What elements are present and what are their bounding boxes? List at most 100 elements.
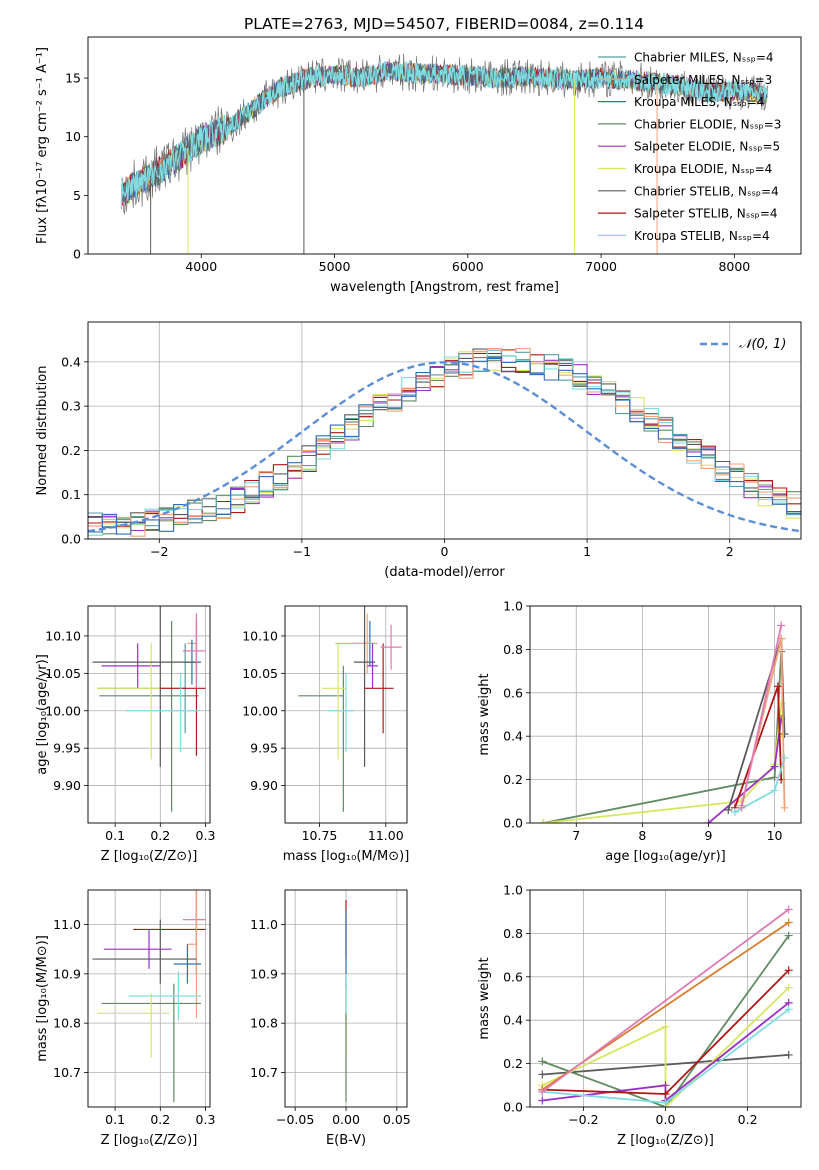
- y-tick-label: 1.0: [503, 883, 523, 898]
- histogram-series: [88, 357, 801, 535]
- legend-entry: Chabrier STELIB, Nₛₛₚ=4: [634, 184, 779, 198]
- plot-area: [88, 348, 801, 537]
- y-tick-label: 0.4: [503, 1013, 523, 1028]
- mass-weight-point: [704, 819, 713, 823]
- x-tick-label: 10.75: [302, 828, 338, 843]
- x-tick-label: 2: [726, 544, 734, 559]
- x-tick-label: 0.2: [150, 1112, 170, 1127]
- y-tick-label: 0.0: [503, 816, 523, 831]
- mass-weight-line: [541, 986, 790, 1107]
- x-tick-label: 0.1: [105, 828, 125, 843]
- y-tick-label: 1.0: [503, 599, 523, 614]
- mass-weight-point: [784, 1005, 793, 1014]
- plot-area: [538, 905, 793, 1107]
- legend-entry: Salpeter ELODIE, Nₛₛₚ=5: [634, 140, 780, 154]
- y-axis-label: mass [log₁₀(M/M⊙)]: [35, 935, 50, 1062]
- spectrum-panel: Chabrier MILES, Nₛₛₚ=4 Salpeter MILES, Nₛ…: [35, 36, 802, 295]
- x-tick-label: −1: [293, 544, 311, 559]
- y-tick-label: 10.8: [53, 1016, 81, 1031]
- x-tick-label: 0.05: [383, 1112, 411, 1127]
- mass-weight-point: [784, 905, 793, 914]
- x-axis-label: (data-model)/error: [384, 565, 505, 580]
- y-tick-label: 0.6: [503, 969, 523, 984]
- mass-weight-point: [777, 621, 786, 630]
- y-tick-label: 10.00: [242, 703, 278, 718]
- y-tick-label: 11.0: [250, 917, 278, 932]
- y-tick-label: 10.10: [242, 628, 278, 643]
- y-tick-label: 10.9: [53, 966, 81, 981]
- y-tick-label: 0.0: [61, 532, 81, 547]
- y-tick-label: 10.00: [45, 703, 81, 718]
- mass-weight-point: [737, 803, 746, 812]
- x-tick-label: 0.3: [196, 1112, 216, 1127]
- mass-weight-point: [770, 786, 779, 795]
- y-tick-label: 10.05: [242, 666, 278, 681]
- x-tick-label: 10: [767, 828, 783, 843]
- x-tick-label: −0.2: [568, 1112, 598, 1127]
- y-tick-label: 5: [73, 188, 81, 203]
- x-tick-label: 5000: [319, 259, 351, 274]
- y-tick-label: 15: [65, 71, 81, 86]
- y-tick-label: 10.10: [45, 628, 81, 643]
- mass-weight-point: [538, 1096, 547, 1105]
- mass-weight-point: [784, 983, 793, 992]
- x-tick-label: 11.00: [368, 828, 404, 843]
- mass-weight-line: [541, 908, 790, 1093]
- mass-vs-ebv-panel: −0.05 0.00 0.05 10.7 10.8 10.9 11.0 E(B-V): [250, 889, 411, 1148]
- x-tick-label: 0: [441, 544, 449, 559]
- y-tick-label: 0.4: [503, 729, 523, 744]
- y-axis-label: age [log₁₀(age/yr)]: [35, 654, 50, 775]
- y-tick-label: 9.95: [53, 741, 81, 756]
- y-tick-label: 11.0: [53, 917, 81, 932]
- x-tick-label: 1: [583, 544, 591, 559]
- mass-weight-point: [784, 918, 793, 927]
- mass-weight-point: [661, 1098, 670, 1107]
- legend-entry: Kroupa STELIB, Nₛₛₚ=4: [634, 229, 770, 243]
- legend-entry: 𝒩(0, 1): [739, 337, 786, 352]
- legend-entry: Kroupa MILES, Nₛₛₚ=4: [634, 95, 764, 109]
- mass-weight-point: [539, 819, 548, 823]
- mass-weight-point: [730, 808, 739, 817]
- y-tick-label: 0.8: [503, 642, 523, 657]
- mass-weight-point: [661, 1081, 670, 1090]
- plot-frame: [87, 321, 802, 540]
- x-tick-label: 4000: [185, 259, 217, 274]
- mass-weight-point: [538, 1087, 547, 1096]
- mass-weight-point: [724, 805, 733, 814]
- x-axis-label: Z [log₁₀(Z/Z⊙)]: [101, 1133, 198, 1148]
- mass-weight-point: [780, 730, 789, 739]
- plot-frame: [284, 889, 408, 1108]
- x-axis-label: Z [log₁₀(Z/Z⊙)]: [617, 1133, 714, 1148]
- legend-entry: Chabrier MILES, Nₛₛₚ=4: [634, 51, 774, 65]
- mass-vs-z-panel: 0.1 0.2 0.3 10.7 10.8 10.9 11.0 Z [log₁₀(Z/Z⊙)]…: [35, 889, 216, 1148]
- massweight-vs-age-panel: 7 8 9 10 0.0 0.2 0.4 0.6 0.8 1.0 age [log₁₀(age/yr…: [477, 599, 802, 864]
- legend-entry: Chabrier ELODIE, Nₛₛₚ=3: [634, 117, 781, 131]
- x-axis-label: Z [log₁₀(Z/Z⊙)]: [101, 849, 198, 864]
- mass-weight-point: [538, 1070, 547, 1079]
- mass-weight-point: [784, 966, 793, 975]
- y-tick-label: 9.90: [53, 778, 81, 793]
- x-tick-label: 7: [572, 828, 580, 843]
- plot-area: [539, 621, 789, 823]
- y-axis-label: Flux [fλ10⁻¹⁷ erg cm⁻² s⁻¹ A⁻¹]: [35, 47, 50, 244]
- y-tick-label: 0.6: [503, 685, 523, 700]
- y-tick-label: 9.95: [250, 741, 278, 756]
- plot-area: [120, 53, 768, 254]
- x-tick-label: 0.2: [150, 828, 170, 843]
- x-tick-label: 0.3: [196, 828, 216, 843]
- massweight-vs-z-panel: −0.2 0.0 0.2 0.0 0.2 0.4 0.6 0.8 1.0 Z [log₁₀(Z/Z…: [477, 883, 802, 1148]
- mass-weight-point: [538, 1057, 547, 1066]
- mass-weight-line: [740, 625, 783, 808]
- y-axis-label: mass weight: [477, 957, 492, 1039]
- mass-weight-point: [773, 682, 782, 691]
- figure-title: PLATE=2763, MJD=54507, FIBERID=0084, z=0…: [244, 15, 644, 33]
- plot-frame: [87, 36, 802, 255]
- x-tick-label: −2: [150, 544, 168, 559]
- x-tick-label: 0.1: [105, 1112, 125, 1127]
- y-tick-label: 0.0: [503, 1100, 523, 1115]
- mass-weight-point: [661, 1089, 670, 1098]
- x-tick-label: 8: [638, 828, 646, 843]
- legend-entry: Kroupa ELODIE, Nₛₛₚ=4: [634, 162, 772, 176]
- y-tick-label: 10.8: [250, 1016, 278, 1031]
- y-tick-label: 10.05: [45, 666, 81, 681]
